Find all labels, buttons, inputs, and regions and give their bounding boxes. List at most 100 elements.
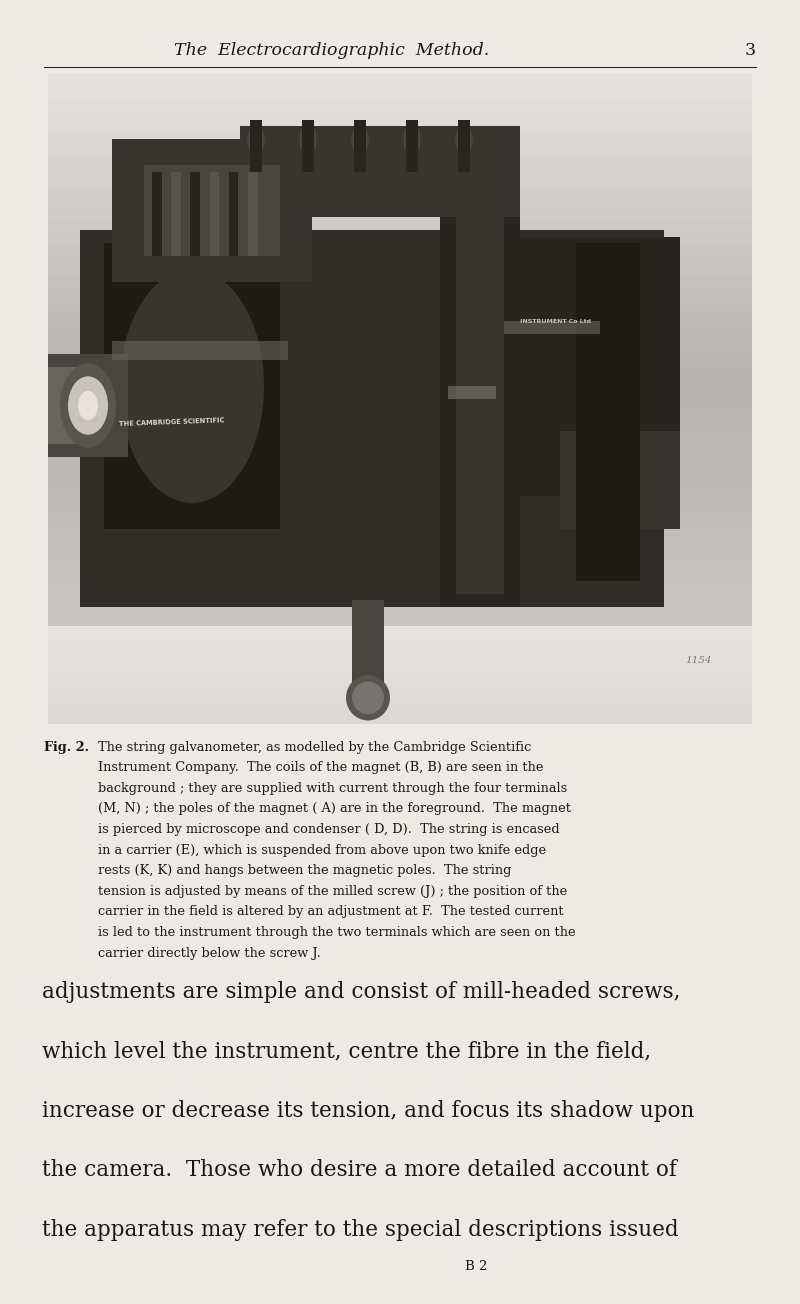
- Bar: [104, 243, 280, 529]
- Bar: [48, 625, 752, 635]
- Text: Instrument Company.  The coils of the magnet (B, B) are seen in the: Instrument Company. The coils of the mag…: [98, 762, 543, 775]
- Bar: [80, 231, 664, 606]
- Bar: [48, 130, 752, 140]
- Bar: [48, 194, 752, 205]
- Bar: [48, 89, 752, 99]
- Bar: [456, 205, 504, 593]
- Bar: [48, 634, 752, 643]
- Bar: [48, 406, 752, 415]
- Bar: [48, 333, 752, 342]
- Bar: [48, 471, 752, 480]
- Text: 1154: 1154: [686, 656, 712, 665]
- Ellipse shape: [120, 269, 264, 503]
- Bar: [48, 252, 752, 261]
- Bar: [48, 430, 752, 439]
- Bar: [48, 267, 752, 278]
- Bar: [440, 185, 520, 606]
- Bar: [576, 243, 640, 580]
- Bar: [48, 698, 752, 708]
- Bar: [48, 81, 752, 90]
- Bar: [48, 154, 752, 163]
- Bar: [48, 138, 752, 147]
- Ellipse shape: [104, 243, 280, 529]
- Bar: [112, 140, 312, 282]
- Bar: [48, 569, 752, 578]
- Bar: [48, 309, 752, 318]
- Bar: [48, 446, 752, 456]
- Bar: [250, 120, 262, 172]
- Text: carrier directly below the screw J.: carrier directly below the screw J.: [98, 947, 320, 960]
- Ellipse shape: [299, 123, 317, 155]
- Bar: [48, 561, 752, 570]
- Ellipse shape: [78, 391, 98, 420]
- Bar: [448, 386, 496, 399]
- Text: increase or decrease its tension, and focus its shadow upon: increase or decrease its tension, and fo…: [42, 1101, 694, 1121]
- Bar: [48, 340, 752, 351]
- Bar: [560, 432, 680, 529]
- Text: THE CAMBRIDGE SCIENTIFIC: THE CAMBRIDGE SCIENTIFIC: [119, 417, 225, 426]
- Bar: [48, 486, 752, 497]
- Text: INSTRUMENT Co Ltd: INSTRUMENT Co Ltd: [521, 318, 591, 323]
- Bar: [48, 203, 752, 213]
- Bar: [354, 120, 366, 172]
- Text: the apparatus may refer to the special descriptions issued: the apparatus may refer to the special d…: [42, 1218, 678, 1240]
- Bar: [210, 172, 219, 256]
- Bar: [48, 584, 752, 593]
- Bar: [152, 172, 162, 256]
- Bar: [112, 340, 288, 360]
- Bar: [48, 707, 752, 716]
- Bar: [48, 519, 752, 529]
- Bar: [504, 236, 680, 497]
- Bar: [144, 166, 280, 256]
- Bar: [248, 172, 258, 256]
- Bar: [48, 121, 752, 132]
- Text: Fig. 2.: Fig. 2.: [44, 741, 89, 754]
- Bar: [48, 366, 88, 445]
- Bar: [48, 601, 752, 610]
- Bar: [48, 398, 752, 407]
- Text: in a carrier (E), which is suspended from above upon two knife edge: in a carrier (E), which is suspended fro…: [98, 844, 546, 857]
- Bar: [504, 321, 600, 334]
- Bar: [240, 126, 520, 218]
- Bar: [48, 609, 752, 618]
- Bar: [48, 219, 752, 228]
- Text: the camera.  Those who desire a more detailed account of: the camera. Those who desire a more deta…: [42, 1159, 677, 1181]
- Bar: [48, 463, 752, 472]
- Text: which level the instrument, centre the fibre in the field,: which level the instrument, centre the f…: [42, 1041, 650, 1063]
- Bar: [48, 284, 752, 293]
- Bar: [48, 511, 752, 520]
- Bar: [48, 186, 752, 196]
- Bar: [352, 600, 384, 698]
- Ellipse shape: [455, 123, 473, 155]
- Bar: [48, 382, 752, 391]
- Bar: [48, 73, 752, 82]
- Bar: [48, 715, 752, 724]
- Bar: [48, 98, 752, 107]
- Bar: [48, 422, 752, 432]
- Bar: [48, 171, 752, 180]
- Bar: [48, 455, 752, 464]
- Bar: [48, 674, 752, 683]
- Bar: [406, 120, 418, 172]
- Bar: [48, 211, 752, 220]
- Text: rests (K, K) and hangs between the magnetic poles.  The string: rests (K, K) and hangs between the magne…: [98, 865, 511, 878]
- Bar: [48, 536, 752, 545]
- Ellipse shape: [351, 123, 369, 155]
- Text: (M, N) ; the poles of the magnet ( A) are in the foreground.  The magnet: (M, N) ; the poles of the magnet ( A) ar…: [98, 802, 570, 815]
- Bar: [48, 235, 752, 245]
- Bar: [48, 353, 128, 458]
- Bar: [48, 146, 752, 155]
- Ellipse shape: [60, 364, 116, 447]
- Text: carrier in the field is altered by an adjustment at F.  The tested current: carrier in the field is altered by an ad…: [98, 905, 563, 918]
- Bar: [48, 438, 752, 447]
- Bar: [229, 172, 238, 256]
- Bar: [48, 227, 752, 236]
- Ellipse shape: [247, 123, 265, 155]
- Text: The  Electrocardiographic  Method.: The Electrocardiographic Method.: [174, 42, 490, 59]
- Text: adjustments are simple and consist of mill-headed screws,: adjustments are simple and consist of mi…: [42, 981, 680, 1003]
- Text: The string galvanometer, as modelled by the Cambridge Scientific: The string galvanometer, as modelled by …: [98, 741, 531, 754]
- Bar: [48, 365, 752, 374]
- Ellipse shape: [68, 377, 108, 434]
- Ellipse shape: [352, 682, 384, 715]
- Bar: [48, 552, 752, 561]
